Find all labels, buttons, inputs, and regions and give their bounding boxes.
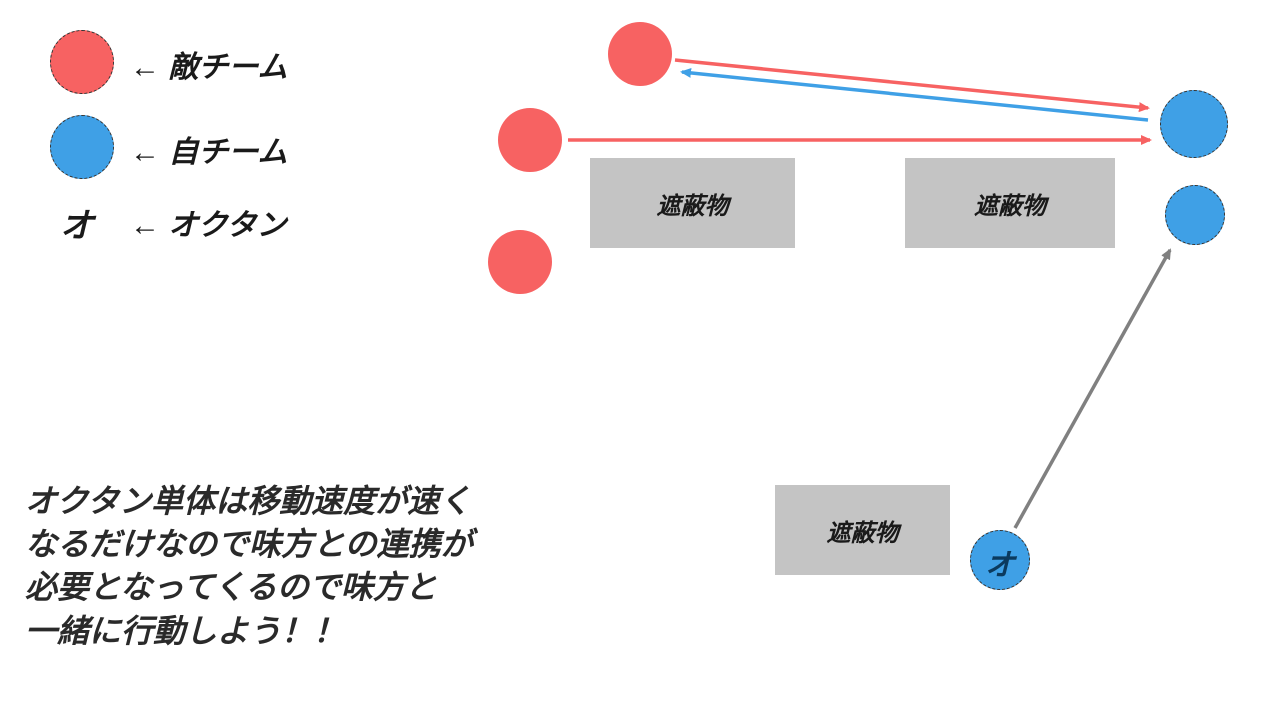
ally-1 <box>1160 90 1228 158</box>
legend-arrow: ← <box>130 136 160 169</box>
body-line-1: オクタン単体は移動速度が速く <box>25 480 473 523</box>
legend-octane-label: オクタン <box>168 209 286 242</box>
legend-arrow: ← <box>130 209 160 242</box>
enemy-3 <box>488 230 552 294</box>
explanation-text: オクタン単体は移動速度が速く なるだけなので味方との連携が 必要となってくるので… <box>25 480 473 653</box>
legend-enemy-text: ← 敵チーム <box>130 42 287 86</box>
arrow-gray-1 <box>1015 250 1170 528</box>
body-line-3: 必要となってくるので味方と <box>25 566 473 609</box>
obstacle-2: 遮蔽物 <box>905 158 1115 248</box>
enemy-2 <box>498 108 562 172</box>
legend-ally-text: ← 自チーム <box>130 127 287 171</box>
ally-2 <box>1165 185 1225 245</box>
arrow-red-1 <box>675 60 1148 108</box>
legend-arrow: ← <box>130 51 160 84</box>
obstacle-3: 遮蔽物 <box>775 485 950 575</box>
body-line-4: 一緒に行動しよう！！ <box>25 610 473 653</box>
legend-ally-label: 自チーム <box>168 136 287 169</box>
octane-marker-label: オ <box>970 540 1030 584</box>
legend-ally-circle <box>50 115 114 179</box>
legend-enemy-circle <box>50 30 114 94</box>
body-line-2: なるだけなので味方との連携が <box>25 523 473 566</box>
arrow-blue-1 <box>682 72 1148 120</box>
legend-octane-text: ← オクタン <box>130 200 287 244</box>
enemy-1 <box>608 22 672 86</box>
legend-enemy-label: 敵チーム <box>168 51 287 84</box>
legend-octane-glyph: オ <box>60 198 94 247</box>
obstacle-1: 遮蔽物 <box>590 158 795 248</box>
